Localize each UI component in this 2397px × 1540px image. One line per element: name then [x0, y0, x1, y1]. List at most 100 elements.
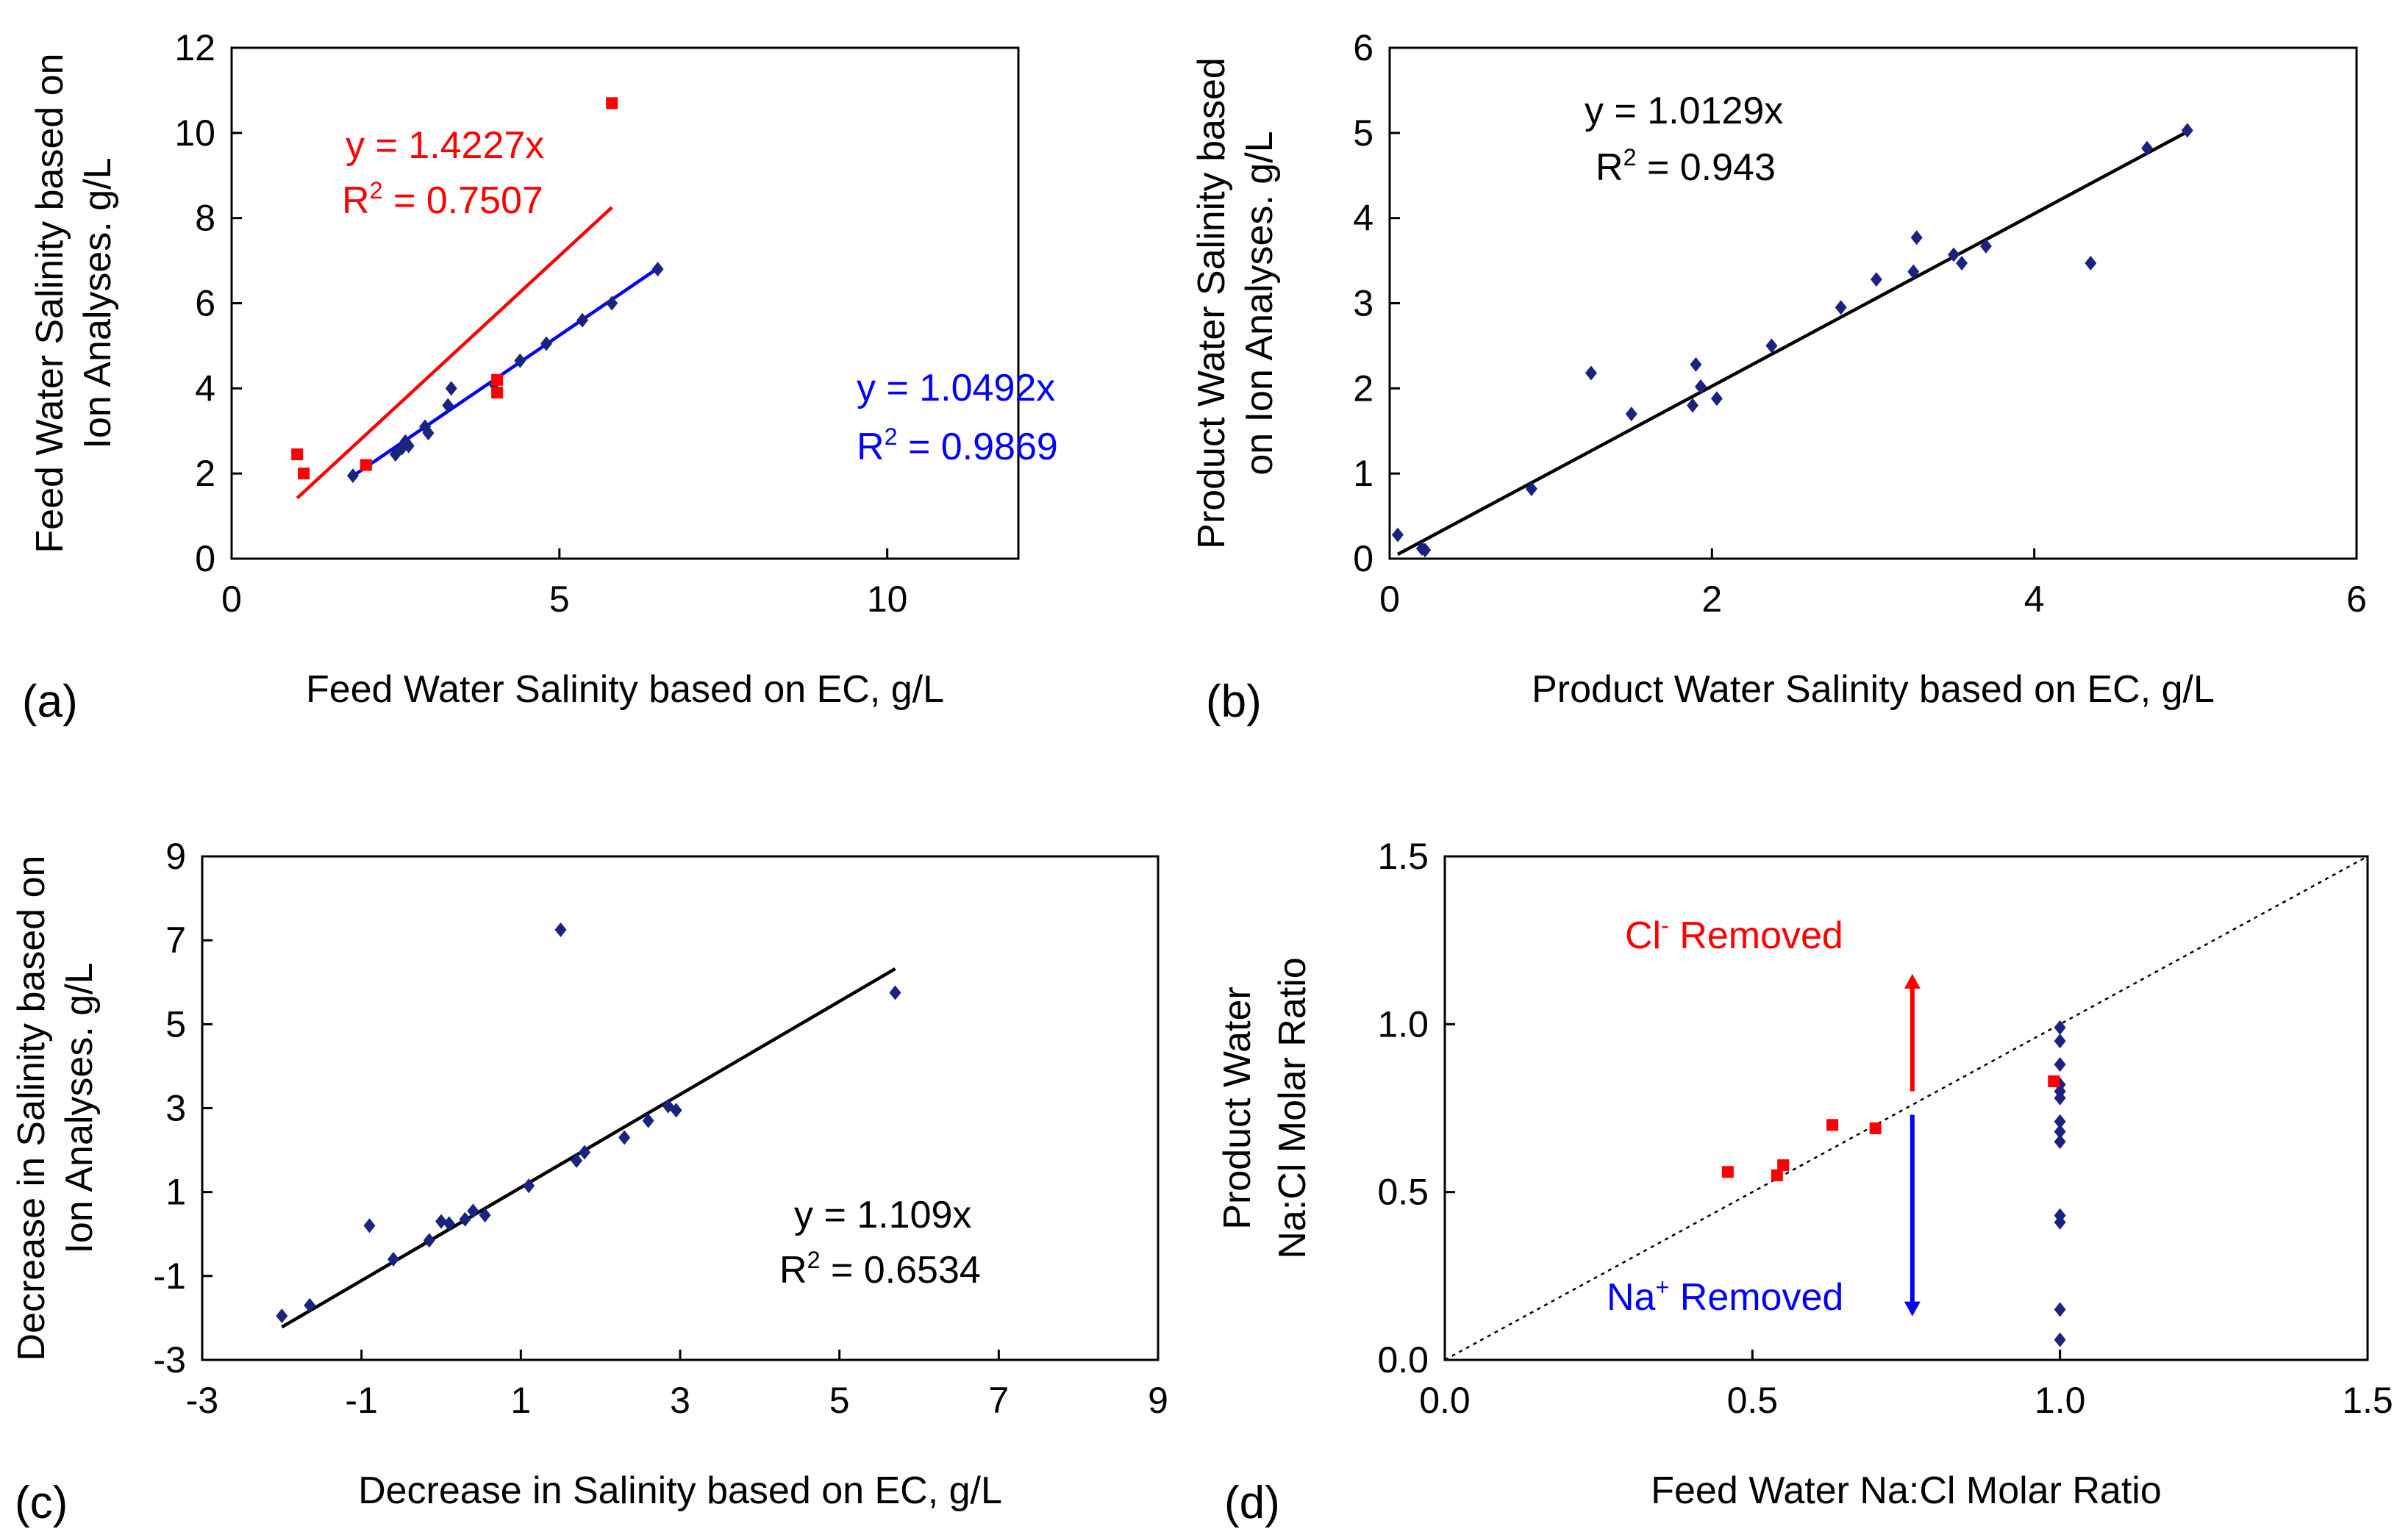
- x-tick-label-d: 1.0: [2035, 1380, 2086, 1421]
- annotation-c-r2-base: R: [779, 1249, 807, 1292]
- x-tick-label-a: 5: [549, 579, 570, 620]
- panel-label-d: (d): [1224, 1478, 1280, 1528]
- annotation-a-red_r2-rest: = 0.7507: [383, 179, 543, 222]
- data-point-b: [1948, 247, 1960, 262]
- y-tick-label-b: 4: [1353, 198, 1373, 239]
- data-point-d: [2054, 1057, 2066, 1072]
- data-point-a: [540, 336, 552, 351]
- annotation-d-na_removed-rest: Removed: [1669, 1276, 1843, 1319]
- x-tick-label-c: -1: [345, 1380, 377, 1421]
- reference-line-d: [1444, 855, 2368, 1361]
- data-point-a: [491, 387, 504, 399]
- x-tick-label-d: 0.0: [1419, 1380, 1471, 1421]
- y-tick-label-c: 5: [165, 1003, 186, 1045]
- panel-d: 0.0 0.5 1.0 1.5 0.0 0.5 1.0 1.5 Feed Water Na:Cl…: [1216, 836, 2393, 1528]
- data-point-b: [1765, 338, 1778, 354]
- data-point-a: [346, 468, 359, 484]
- data-point-c: [276, 1308, 288, 1324]
- annotation-a-red_eq: y = 1.4227x: [346, 124, 544, 167]
- x-tick-label-c: 5: [829, 1380, 850, 1421]
- data-point-c: [467, 1203, 479, 1219]
- data-point-d: [2054, 1090, 2066, 1106]
- y-axis-label-c: Ion Analyses. g/L: [58, 962, 101, 1253]
- annotation-d-cl_removed-rest: Removed: [1669, 914, 1843, 957]
- data-point-d: [2054, 1114, 2066, 1129]
- y-axis-label-b: on Ion Analyses. g/L: [1238, 131, 1281, 475]
- y-tick-label-b: 0: [1353, 538, 1373, 579]
- panel-a: 0 5 10 0 2 4 6 8 10 12 Feed Water Salinity based o…: [22, 27, 1058, 727]
- data-point-b: [1979, 238, 1992, 254]
- y-tick-label-d: 1.5: [1377, 836, 1429, 877]
- data-point-b: [1690, 357, 1702, 372]
- data-point-b: [1907, 264, 1920, 279]
- data-point-c: [642, 1113, 654, 1128]
- data-point-b: [1870, 272, 1882, 287]
- data-point-c: [363, 1218, 376, 1233]
- annotation-b-r2-base: R: [1596, 146, 1623, 189]
- data-point-a: [445, 381, 457, 396]
- data-point-c: [618, 1130, 631, 1145]
- x-axis-label-d: Feed Water Na:Cl Molar Ratio: [1651, 1469, 2162, 1512]
- annotation-a-blue_r2-rest: = 0.9869: [898, 426, 1058, 468]
- data-point-d: [2054, 1124, 2066, 1139]
- data-point-a: [606, 296, 618, 311]
- data-point-b: [1910, 230, 1923, 246]
- annotation-d-cl_removed-base: Cl: [1625, 914, 1661, 957]
- panel-b: 0 2 4 6 0 1 2 3 4 5 6 Product Water Salinity based …: [1190, 27, 2367, 727]
- x-tick-label-b: 6: [2346, 579, 2367, 620]
- x-tick-label-c: 7: [988, 1380, 1009, 1421]
- annotation-a-red_r2-sup: 2: [370, 177, 383, 204]
- data-point-b: [1625, 407, 1637, 422]
- data-point-d: [2054, 1302, 2066, 1317]
- y-tick-label-a: 10: [174, 112, 215, 154]
- y-tick-label-c: 9: [165, 836, 186, 877]
- data-point-a: [442, 398, 454, 413]
- data-point-a: [360, 459, 372, 471]
- data-point-b: [2141, 140, 2154, 156]
- data-point-c: [479, 1208, 491, 1223]
- data-point-d: [1777, 1159, 1790, 1172]
- annotation-a-blue_r2-sup: 2: [885, 423, 898, 450]
- x-axis-label-b: Product Water Salinity based on EC, g/L: [1532, 668, 2215, 711]
- plot-frame-d: [1443, 855, 2369, 1361]
- data-point-d: [1826, 1119, 1839, 1131]
- data-point-d: [2048, 1075, 2060, 1087]
- data-point-c: [523, 1178, 535, 1194]
- y-tick-label-d: 0.5: [1377, 1172, 1429, 1213]
- y-axis-label-c: Decrease in Salinity based on: [10, 856, 53, 1361]
- data-point-d: [1869, 1122, 1882, 1134]
- y-axis-label-d: Product Water: [1216, 986, 1259, 1229]
- data-point-b: [1419, 542, 1432, 558]
- x-tick-label-a: 0: [221, 579, 242, 620]
- y-axis-label-d: Na:Cl Molar Ratio: [1271, 957, 1314, 1258]
- y-tick-label-c: -1: [154, 1256, 186, 1297]
- data-point-c: [443, 1216, 455, 1231]
- data-point-b: [1687, 398, 1699, 413]
- data-point-d: [2054, 1034, 2066, 1049]
- data-point-b: [2085, 256, 2097, 271]
- x-tick-label-d: 1.5: [2342, 1380, 2393, 1421]
- y-tick-label-d: 0.0: [1377, 1339, 1429, 1380]
- annotation-a-red_r2-base: R: [342, 179, 370, 222]
- annotation-a-blue_r2: R2 = 0.9869: [857, 423, 1058, 468]
- data-point-b: [1710, 391, 1723, 407]
- data-point-d: [2054, 1332, 2066, 1347]
- data-point-c: [670, 1103, 682, 1118]
- data-point-a: [491, 373, 504, 386]
- data-point-a: [291, 448, 304, 461]
- annotation-d-na_removed-sup: +: [1655, 1274, 1669, 1300]
- trendline-a-1: [296, 206, 613, 500]
- x-tick-label-d: 0.5: [1727, 1380, 1779, 1421]
- y-tick-label-b: 6: [1353, 27, 1373, 68]
- x-tick-label-a: 10: [867, 579, 908, 620]
- annotation-b-r2-rest: = 0.943: [1637, 146, 1776, 189]
- x-tick-label-b: 2: [1701, 579, 1722, 620]
- y-axis-label-b: Product Water Salinity based: [1190, 57, 1233, 549]
- y-tick-label-a: 12: [174, 27, 215, 68]
- data-point-b: [1694, 379, 1707, 395]
- y-tick-label-a: 6: [195, 283, 215, 324]
- data-point-c: [387, 1252, 399, 1267]
- data-point-d: [2054, 1214, 2066, 1230]
- data-point-d: [1721, 1166, 1734, 1178]
- trendline-c-0: [281, 967, 896, 1329]
